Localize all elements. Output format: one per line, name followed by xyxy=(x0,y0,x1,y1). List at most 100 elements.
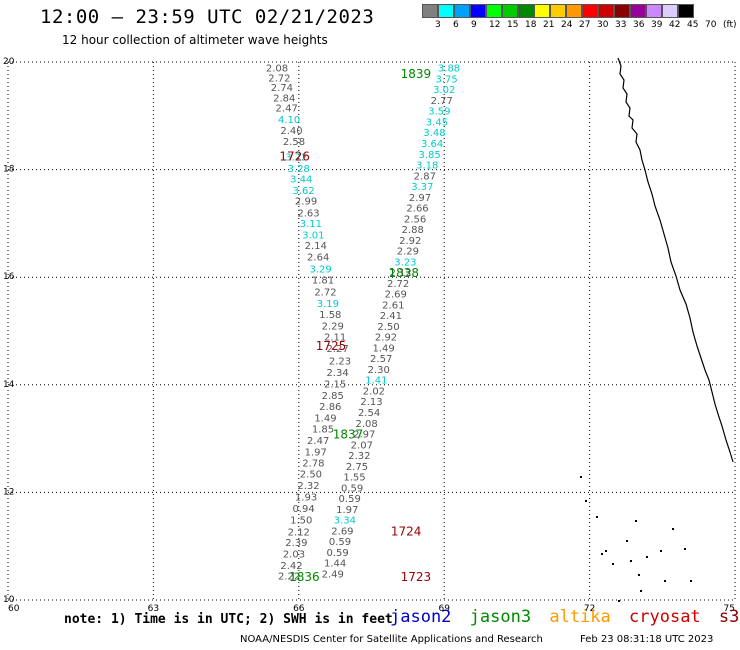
wave-height-label: 3.72 xyxy=(285,152,307,163)
x-tick-label: 75 xyxy=(724,604,735,614)
island-mark xyxy=(618,600,620,602)
scale-label: (ft) xyxy=(723,20,737,30)
pass-label: 1839 xyxy=(401,67,432,81)
wave-height-label: 2.49 xyxy=(322,569,344,580)
wave-height-label: 3.11 xyxy=(300,219,322,230)
wave-height-label: 2.61 xyxy=(382,300,404,311)
wave-height-label: 2.97 xyxy=(409,193,431,204)
page-title: 12:00 – 23:59 UTC 02/21/2023 xyxy=(40,6,375,28)
wave-height-points: 2.082.722.742.842.474.102.402.583.723.28… xyxy=(266,64,460,583)
island-mark xyxy=(596,516,598,518)
wave-height-label: 3.34 xyxy=(334,516,356,527)
wave-height-label: 2.63 xyxy=(297,208,319,219)
wave-height-label: 0.59 xyxy=(329,537,351,548)
wave-height-label: 2.58 xyxy=(283,137,305,148)
wave-height-label: 1.50 xyxy=(290,516,312,527)
wave-height-label: 3.18 xyxy=(416,161,438,172)
wave-height-label: 2.50 xyxy=(377,322,399,333)
wave-height-label: 2.54 xyxy=(358,408,380,419)
wave-height-label: 2.50 xyxy=(300,469,322,480)
x-tick-label: 69 xyxy=(438,604,450,614)
scale-label: 33 xyxy=(615,20,627,30)
scale-label: 27 xyxy=(579,20,591,30)
island-mark xyxy=(660,550,662,552)
wave-height-label: 2.86 xyxy=(319,402,341,413)
wave-height-label: 2.84 xyxy=(273,93,295,104)
wave-height-label: 2.87 xyxy=(414,171,436,182)
wave-height-label: 2.77 xyxy=(431,96,453,107)
wave-height-label: 0.59 xyxy=(341,483,363,494)
wave-height-label: 2.57 xyxy=(370,354,392,365)
pass-label: 1836 xyxy=(289,570,320,584)
scale-label: 30 xyxy=(597,20,609,30)
scale-swatch xyxy=(582,4,598,18)
note-text: note: 1) Time is in UTC; 2) SWH is in fe… xyxy=(64,612,393,627)
scale-label: 12 xyxy=(489,20,501,30)
wave-height-label: 3.23 xyxy=(394,257,416,268)
scale-swatch xyxy=(630,4,646,18)
wave-height-label: 2.47 xyxy=(307,436,329,447)
wave-height-label: 2.32 xyxy=(297,481,319,492)
wave-height-label: 1.93 xyxy=(295,492,317,503)
island-mark xyxy=(646,556,648,558)
y-tick-label: 14 xyxy=(3,380,15,390)
scale-label: 21 xyxy=(543,20,555,30)
wave-height-label: 1.85 xyxy=(312,425,334,436)
pass-label: 1723 xyxy=(401,570,432,584)
island-mark xyxy=(690,580,692,582)
scale-swatch xyxy=(534,4,550,18)
x-tick-label: 63 xyxy=(148,604,159,614)
island-mark xyxy=(605,550,607,552)
wave-height-label: 3.64 xyxy=(421,139,443,150)
island-mark xyxy=(638,574,640,576)
scale-label: 39 xyxy=(651,20,663,30)
wave-height-label: 2.72 xyxy=(387,279,409,290)
scale-label: 9 xyxy=(471,20,477,30)
wave-height-label: 3.45 xyxy=(426,117,448,128)
wave-height-label: 2.64 xyxy=(307,253,329,264)
wave-height-label: 2.08 xyxy=(356,419,378,430)
coastline xyxy=(580,57,734,602)
scale-label: 15 xyxy=(507,20,519,30)
island-mark xyxy=(664,580,666,582)
y-tick-label: 12 xyxy=(3,487,14,497)
wave-height-label: 2.23 xyxy=(329,356,351,367)
scale-label: 70 xyxy=(705,20,717,30)
wave-height-label: 4.10 xyxy=(278,115,300,126)
scale-swatch xyxy=(454,4,470,18)
footer-timestamp: Feb 23 08:31:18 UTC 2023 xyxy=(580,634,714,645)
wave-height-label: 2.07 xyxy=(351,440,373,451)
wave-height-label: 2.42 xyxy=(280,561,302,572)
pass-labels: 1839 1726 1838 1725 1837 1724 1723 1836 xyxy=(279,67,431,584)
footer-source: NOAA/NESDIS Center for Satellite Applica… xyxy=(240,634,543,645)
wave-height-label: 2.78 xyxy=(302,459,324,470)
scale-swatch xyxy=(646,4,662,18)
wave-height-label: 2.29 xyxy=(397,247,419,258)
legend-altika: altika xyxy=(549,607,611,627)
wave-height-label: 2.08 xyxy=(266,64,288,75)
wave-height-label: 2.40 xyxy=(280,126,302,137)
wave-height-label: 3.37 xyxy=(411,182,433,193)
wave-height-label: 3.88 xyxy=(438,64,460,75)
y-tick-label: 16 xyxy=(3,272,15,282)
scale-swatch xyxy=(438,4,454,18)
island-mark xyxy=(672,528,674,530)
wave-height-label: 2.97 xyxy=(353,430,375,441)
y-tick-label: 10 xyxy=(3,595,15,605)
pass-label: 1837 xyxy=(333,428,364,442)
legend-cryosat: cryosat xyxy=(629,607,701,627)
wave-height-label: 2.66 xyxy=(406,204,428,215)
color-scale-labels: 3 6 9 12 15 18 21 24 27 30 33 36 39 42 45 70 (ft) xyxy=(422,20,740,34)
wave-height-label: 2.11 xyxy=(324,333,346,344)
island-mark xyxy=(580,476,582,478)
island-mark xyxy=(684,548,686,550)
wave-height-label: 2.72 xyxy=(314,287,336,298)
wave-height-label: 0.59 xyxy=(326,548,348,559)
wave-height-label: 2.27 xyxy=(326,344,348,355)
wave-height-label: 1.41 xyxy=(365,376,387,387)
wave-height-label: 3.62 xyxy=(293,186,315,197)
island-mark xyxy=(601,553,603,555)
wave-height-label: 3.01 xyxy=(302,230,324,241)
scale-label: 18 xyxy=(525,20,537,30)
